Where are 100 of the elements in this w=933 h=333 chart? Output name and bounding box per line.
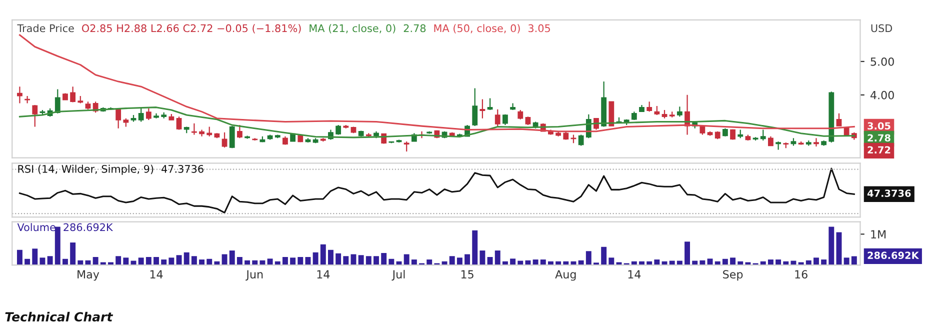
annotation: 47.3736 bbox=[162, 164, 204, 173]
bar bbox=[154, 257, 159, 266]
bar bbox=[305, 257, 311, 266]
bar bbox=[40, 258, 46, 266]
bar bbox=[116, 256, 122, 266]
text: 2.72 bbox=[868, 146, 890, 154]
bar bbox=[32, 248, 38, 266]
bar bbox=[768, 260, 774, 266]
x-tick-label: Sep bbox=[723, 270, 743, 281]
bar bbox=[776, 260, 782, 266]
bar bbox=[168, 258, 174, 266]
bar bbox=[343, 256, 349, 266]
x-tick-label: 14 bbox=[150, 270, 163, 278]
bar bbox=[790, 260, 796, 266]
candlestick bbox=[669, 111, 675, 118]
bar bbox=[312, 252, 318, 266]
y-tick-label: 4.00 bbox=[870, 90, 894, 100]
bar bbox=[494, 250, 500, 266]
bar bbox=[199, 260, 205, 266]
bar bbox=[290, 258, 296, 266]
bar bbox=[388, 258, 394, 266]
bar bbox=[449, 256, 455, 266]
x-tick-label: Jul bbox=[392, 270, 405, 281]
bar bbox=[654, 260, 660, 266]
text: 47.3736 bbox=[867, 190, 911, 197]
candlestick bbox=[806, 140, 812, 146]
x-tick-label: May bbox=[78, 270, 100, 281]
bar bbox=[366, 256, 372, 266]
bar bbox=[123, 258, 129, 266]
x-tick-label: 16 bbox=[795, 270, 808, 279]
bar bbox=[70, 242, 76, 266]
x-tick-label: 15 bbox=[461, 270, 474, 279]
bar bbox=[336, 253, 342, 266]
series-label: RSI (14, Wilder, Simple, 9) bbox=[18, 164, 154, 175]
bar bbox=[358, 255, 364, 266]
bar bbox=[191, 256, 197, 266]
bar bbox=[426, 260, 432, 266]
bar bbox=[456, 258, 462, 266]
bar bbox=[54, 226, 60, 266]
bar bbox=[92, 257, 98, 266]
bar bbox=[282, 257, 288, 266]
chart-title: Trade Price bbox=[17, 24, 74, 32]
text: 2.78 bbox=[404, 24, 426, 32]
bar bbox=[222, 254, 228, 266]
line-series bbox=[18, 34, 855, 132]
bar bbox=[813, 258, 819, 266]
bar bbox=[138, 258, 144, 266]
bar bbox=[320, 244, 326, 266]
data-label: 3.05 bbox=[868, 122, 890, 130]
bar bbox=[722, 258, 728, 266]
bar bbox=[586, 251, 592, 266]
y-tick-label: 5.00 bbox=[870, 57, 894, 66]
bar bbox=[487, 257, 493, 266]
annotation: 286.692K bbox=[64, 223, 114, 232]
bar bbox=[821, 260, 827, 266]
bar bbox=[374, 256, 379, 266]
data-label: 2.78 bbox=[868, 134, 890, 142]
text: MA (50, close, 0) bbox=[434, 24, 520, 34]
candlestick bbox=[206, 126, 212, 137]
bar bbox=[381, 253, 387, 266]
bar bbox=[480, 250, 486, 266]
bar bbox=[184, 252, 190, 266]
bar bbox=[16, 250, 22, 266]
bar bbox=[236, 257, 242, 266]
series-label: Volume bbox=[17, 223, 56, 232]
bar bbox=[47, 256, 53, 266]
candlestick bbox=[608, 101, 614, 126]
bar bbox=[669, 260, 675, 266]
bar bbox=[844, 258, 850, 266]
bar bbox=[676, 260, 682, 266]
candlestick bbox=[191, 122, 197, 136]
bar bbox=[730, 258, 736, 266]
x-tick-label: Aug bbox=[555, 270, 576, 281]
bar bbox=[146, 257, 152, 266]
bar bbox=[828, 226, 834, 266]
x-tick-label: 14 bbox=[628, 270, 641, 278]
bar bbox=[411, 260, 417, 266]
bar bbox=[692, 260, 698, 266]
bar bbox=[518, 260, 524, 266]
bar bbox=[404, 254, 410, 266]
bar bbox=[608, 258, 614, 266]
text: MA (21, close, 0) bbox=[310, 24, 396, 34]
candlestick bbox=[738, 129, 744, 139]
text: 286.692K bbox=[868, 252, 920, 260]
bar bbox=[707, 258, 713, 266]
bar bbox=[161, 260, 167, 266]
bar bbox=[229, 250, 235, 266]
bar bbox=[328, 250, 334, 266]
bar bbox=[510, 258, 516, 266]
candlestick bbox=[290, 132, 296, 142]
bar bbox=[540, 260, 546, 266]
text: 3.05 bbox=[528, 24, 550, 32]
bar bbox=[464, 254, 470, 266]
y-axis-title: USD bbox=[871, 24, 892, 32]
bar bbox=[601, 246, 607, 266]
y-tick-label: 1M bbox=[871, 230, 886, 238]
x-tick-label: 14 bbox=[317, 270, 330, 278]
text: Technical Chart bbox=[5, 312, 114, 322]
bar bbox=[267, 258, 273, 266]
bar bbox=[684, 242, 690, 266]
